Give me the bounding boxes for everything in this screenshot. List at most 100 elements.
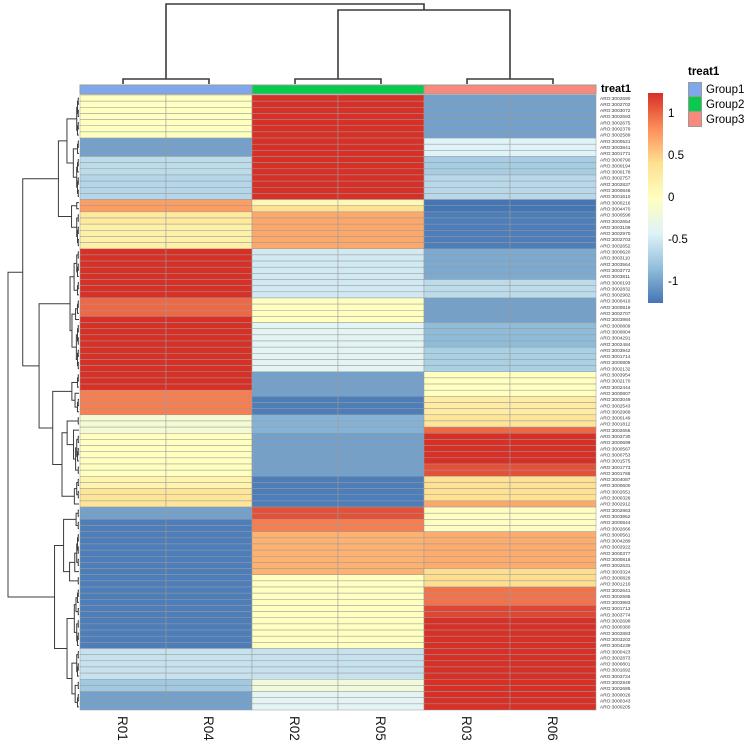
heatmap-cell [423, 691, 511, 698]
heatmap-cell [423, 414, 511, 422]
heatmap-cell [423, 199, 511, 206]
heatmap-cell [423, 672, 511, 680]
heatmap-cell [337, 703, 425, 711]
legend-label: Group3 [706, 113, 745, 126]
heatmap-cell [251, 457, 339, 465]
heatmap-cell [251, 433, 339, 440]
heatmap-cell [165, 586, 253, 594]
heatmap-cell [423, 205, 511, 213]
heatmap-cell [337, 439, 425, 446]
heatmap-cell [165, 648, 253, 655]
row-label: ARO:3000567 [600, 446, 631, 452]
heatmap-cell [79, 611, 167, 618]
row-label: ARO:3002968 [600, 409, 631, 415]
heatmap-cell [165, 143, 253, 151]
row-label: ARO:3003811 [600, 274, 630, 280]
row-label: ARO:3003110 [600, 256, 630, 262]
heatmap-cell [79, 279, 167, 286]
heatmap-cell [251, 623, 339, 631]
row-label: ARO:3002685 [600, 686, 631, 692]
heatmap-cell [423, 531, 511, 539]
heatmap-cell [79, 469, 167, 477]
heatmap-cell [337, 359, 425, 366]
heatmap-cell [423, 592, 511, 600]
heatmap-cell [79, 672, 167, 680]
heatmap-cell [165, 562, 253, 569]
heatmap-cell [423, 297, 511, 305]
heatmap-cell [165, 180, 253, 188]
heatmap-cell [509, 549, 597, 557]
heatmap-cell [251, 297, 339, 305]
heatmap-cell [509, 242, 597, 250]
heatmap-cell [423, 494, 511, 502]
heatmap-cell [165, 617, 253, 625]
heatmap-cell [251, 635, 339, 643]
heatmap-cell [165, 273, 253, 280]
heatmap-cell [337, 297, 425, 305]
heatmap-cell [251, 396, 339, 403]
heatmap-cell [337, 469, 425, 477]
heatmap-cell [423, 543, 511, 551]
heatmap-cell [251, 445, 339, 452]
heatmap-cell [337, 543, 425, 551]
heatmap-cell [165, 666, 253, 674]
heatmap-cell [423, 211, 511, 219]
heatmap-cell [423, 291, 511, 299]
heatmap-cell [337, 635, 425, 643]
heatmap-cell [509, 605, 597, 612]
heatmap-cell [79, 666, 167, 674]
heatmap-cell [165, 543, 253, 551]
heatmap-cell [79, 586, 167, 594]
heatmap-cell [79, 119, 167, 126]
heatmap-cell [165, 623, 253, 631]
heatmap-cell [165, 679, 253, 686]
heatmap-cell [509, 599, 597, 606]
heatmap-cell [165, 414, 253, 422]
heatmap-cell [79, 648, 167, 655]
heatmap-cell [337, 402, 425, 409]
heatmap-cell [509, 100, 597, 108]
heatmap-cell [79, 211, 167, 219]
heatmap-cell [423, 648, 511, 655]
heatmap-cell [79, 697, 167, 705]
heatmap-cell [423, 408, 511, 416]
heatmap-cell [251, 180, 339, 188]
heatmap-cell [79, 174, 167, 182]
heatmap-cell [165, 463, 253, 471]
heatmap-cell [509, 316, 597, 323]
heatmap-cell [251, 642, 339, 649]
heatmap-cell [423, 273, 511, 280]
heatmap-cell [423, 654, 511, 662]
heatmap-cell [165, 254, 253, 262]
heatmap-cell [423, 266, 511, 274]
heatmap-cell [79, 433, 167, 440]
heatmap-cell [79, 94, 167, 102]
heatmap-cell [509, 107, 597, 114]
heatmap-cell [423, 611, 511, 618]
heatmap-cell [251, 273, 339, 280]
heatmap-cell [251, 580, 339, 588]
heatmap-cell [165, 642, 253, 649]
heatmap-cell [251, 156, 339, 163]
row-label: ARO:3003942 [600, 348, 631, 354]
heatmap-cell [337, 592, 425, 600]
heatmap-cell [165, 359, 253, 366]
heatmap-cell [509, 180, 597, 188]
heatmap-cell [79, 199, 167, 206]
heatmap-cell [251, 242, 339, 250]
heatmap-cell [251, 500, 339, 508]
heatmap-cell [423, 525, 511, 532]
heatmap-cell [509, 494, 597, 502]
heatmap-cell [509, 328, 597, 336]
heatmap-cell [165, 162, 253, 170]
heatmap-cell [337, 303, 425, 311]
row-label: ARO:3002982 [600, 293, 631, 299]
heatmap-cell [423, 556, 511, 563]
column-label: R06 [545, 716, 560, 741]
heatmap-cell [509, 131, 597, 139]
heatmap-cell [337, 100, 425, 108]
heatmap-cell [337, 365, 425, 373]
heatmap-cell [251, 187, 339, 194]
heatmap-cell [423, 383, 511, 391]
